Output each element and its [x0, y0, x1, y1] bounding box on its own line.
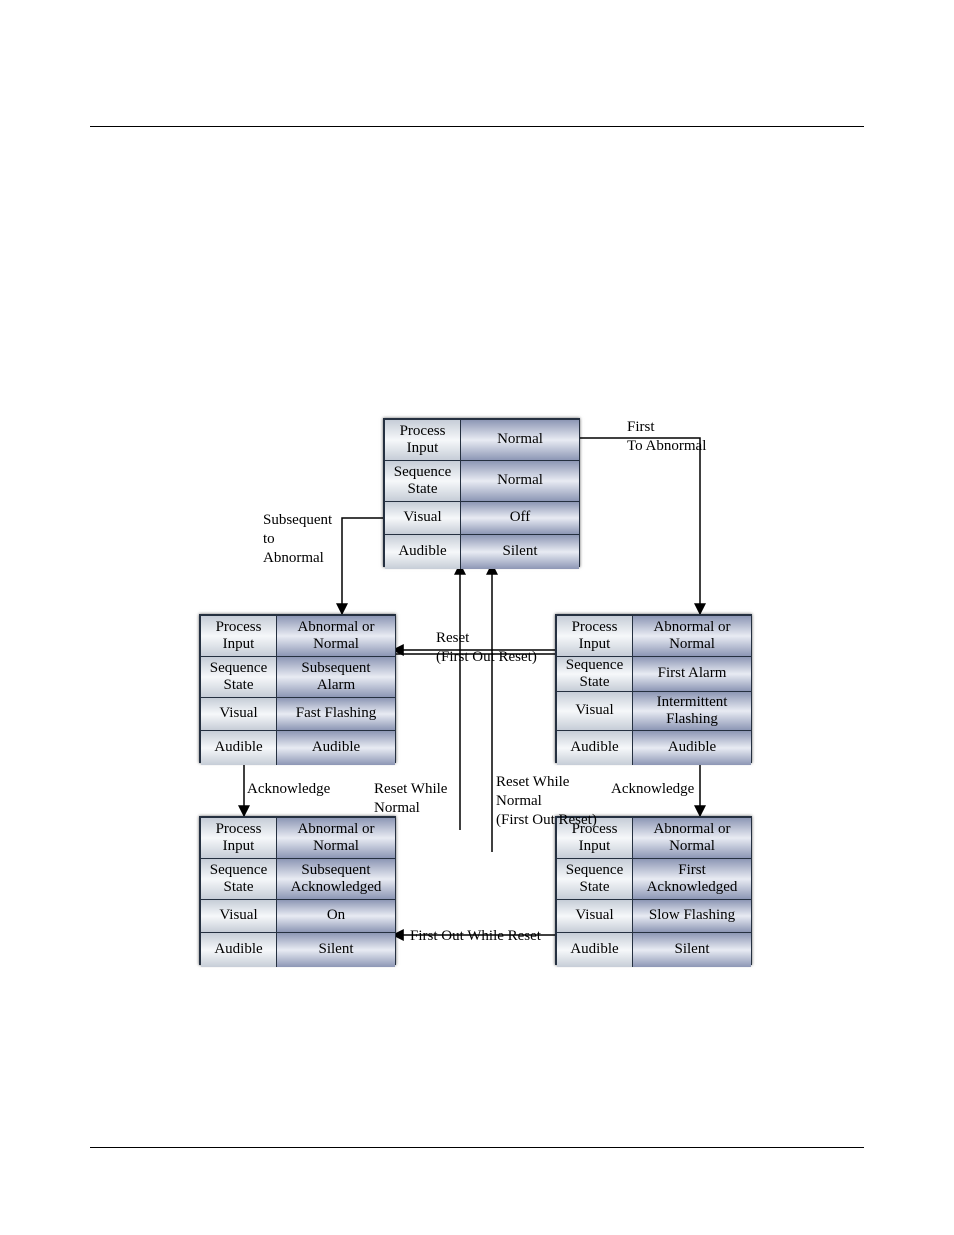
state-row: Sequence StateNormal: [385, 460, 579, 501]
state-row: AudibleAudible: [557, 730, 751, 765]
label-reset_while_normal_right: Reset WhileNormal(First Out Reset): [496, 773, 597, 829]
row-label: Audible: [557, 731, 633, 765]
label-line: Subsequent: [263, 511, 332, 530]
row-value: Silent: [633, 933, 751, 967]
row-label: Audible: [201, 731, 277, 765]
row-label: Visual: [201, 698, 277, 730]
page: Process InputNormalSequence StateNormalV…: [0, 0, 954, 1235]
row-label: Process Input: [201, 616, 277, 656]
label-line: Acknowledge: [611, 780, 694, 799]
label-ack_right: Acknowledge: [611, 780, 694, 799]
state-row: Sequence StateSubsequent Acknowledged: [201, 858, 395, 899]
row-value: Abnormal or Normal: [633, 818, 751, 858]
row-value: Audible: [633, 731, 751, 765]
row-label: Audible: [201, 933, 277, 967]
state-sub_ack: Process InputAbnormal or NormalSequence …: [199, 816, 396, 965]
row-label: Visual: [385, 502, 461, 534]
state-row: VisualSlow Flashing: [557, 899, 751, 932]
label-reset_while_normal_left: Reset WhileNormal: [374, 780, 447, 818]
label-line: to: [263, 530, 332, 549]
row-value: Subsequent Alarm: [277, 657, 395, 697]
state-row: Process InputAbnormal or Normal: [201, 818, 395, 858]
state-row: Sequence StateSubsequent Alarm: [201, 656, 395, 697]
label-subsequent_to_abnormal: SubsequenttoAbnormal: [263, 511, 332, 567]
state-row: VisualOn: [201, 899, 395, 932]
label-line: Acknowledge: [247, 780, 330, 799]
row-value: Slow Flashing: [633, 900, 751, 932]
state-row: VisualFast Flashing: [201, 697, 395, 730]
row-value: Off: [461, 502, 579, 534]
flow-arrows: [0, 0, 954, 1235]
row-label: Visual: [201, 900, 277, 932]
state-row: VisualOff: [385, 501, 579, 534]
state-row: VisualIntermittent Flashing: [557, 691, 751, 730]
label-line: Normal: [496, 792, 597, 811]
row-value: Audible: [277, 731, 395, 765]
row-label: Audible: [557, 933, 633, 967]
row-value: Abnormal or Normal: [277, 616, 395, 656]
row-value: Abnormal or Normal: [633, 616, 751, 656]
label-line: Reset: [436, 629, 537, 648]
row-value: Silent: [277, 933, 395, 967]
row-value: On: [277, 900, 395, 932]
state-first_alarm: Process InputAbnormal or NormalSequence …: [555, 614, 752, 763]
label-line: First: [627, 418, 706, 437]
state-first_ack: Process InputAbnormal or NormalSequence …: [555, 816, 752, 965]
label-line: (First Out Reset): [496, 811, 597, 830]
row-label: Visual: [557, 900, 633, 932]
row-label: Process Input: [557, 616, 633, 656]
state-row: Sequence StateFirst Alarm: [557, 656, 751, 691]
row-value: Normal: [461, 461, 579, 501]
label-line: Reset While: [496, 773, 597, 792]
label-first_to_abnormal: FirstTo Abnormal: [627, 418, 706, 456]
state-normal: Process InputNormalSequence StateNormalV…: [383, 418, 580, 567]
row-value: Abnormal or Normal: [277, 818, 395, 858]
label-first_out_while_reset: First Out While Reset: [410, 927, 541, 946]
label-reset_first_out: Reset(First Out Reset): [436, 629, 537, 667]
row-label: Visual: [557, 692, 633, 730]
label-line: Normal: [374, 799, 447, 818]
label-line: First Out While Reset: [410, 927, 541, 946]
row-label: Sequence State: [201, 657, 277, 697]
row-value: First Acknowledged: [633, 859, 751, 899]
state-row: Process InputAbnormal or Normal: [557, 616, 751, 656]
state-sub_alarm: Process InputAbnormal or NormalSequence …: [199, 614, 396, 763]
rule-bottom: [90, 1147, 864, 1148]
state-row: AudibleSilent: [557, 932, 751, 967]
row-value: Fast Flashing: [277, 698, 395, 730]
row-label: Sequence State: [385, 461, 461, 501]
row-value: First Alarm: [633, 657, 751, 691]
state-row: Sequence StateFirst Acknowledged: [557, 858, 751, 899]
row-label: Sequence State: [201, 859, 277, 899]
state-row: Process InputAbnormal or Normal: [201, 616, 395, 656]
rule-top: [90, 126, 864, 127]
row-label: Audible: [385, 535, 461, 569]
row-value: Silent: [461, 535, 579, 569]
row-label: Sequence State: [557, 859, 633, 899]
label-line: (First Out Reset): [436, 648, 537, 667]
row-label: Process Input: [201, 818, 277, 858]
state-row: Process InputNormal: [385, 420, 579, 460]
state-row: AudibleAudible: [201, 730, 395, 765]
label-line: Reset While: [374, 780, 447, 799]
label-ack_left: Acknowledge: [247, 780, 330, 799]
row-label: Process Input: [385, 420, 461, 460]
row-value: Subsequent Acknowledged: [277, 859, 395, 899]
row-value: Normal: [461, 420, 579, 460]
label-line: Abnormal: [263, 549, 332, 568]
row-label: Sequence State: [557, 657, 633, 691]
row-value: Intermittent Flashing: [633, 692, 751, 730]
state-row: AudibleSilent: [201, 932, 395, 967]
label-line: To Abnormal: [627, 437, 706, 456]
state-row: AudibleSilent: [385, 534, 579, 569]
